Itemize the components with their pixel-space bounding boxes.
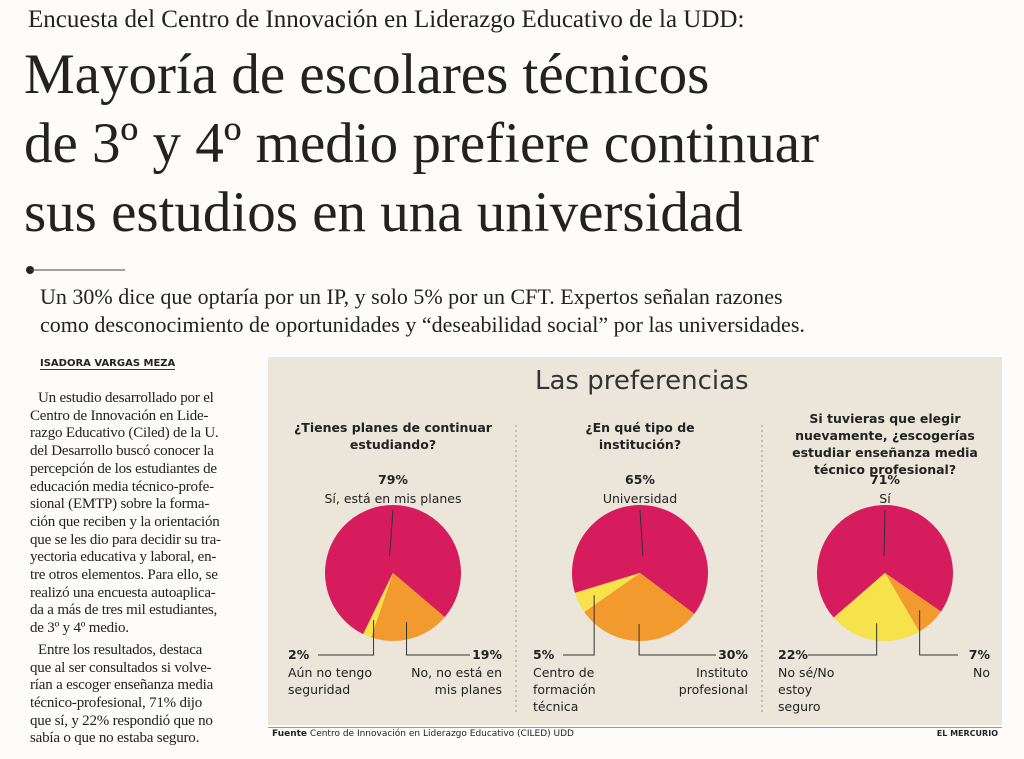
pie-slice: [833, 573, 920, 642]
headline: sus estudios en una universidad: [24, 181, 743, 244]
leader: [919, 610, 958, 656]
leader: [389, 509, 394, 557]
body-text: educación media técnico-profe-: [30, 478, 214, 495]
leader: [318, 620, 375, 656]
pie-slice: [584, 573, 695, 641]
body-text: técnico-profesional, 71% dijo: [30, 694, 203, 711]
value-label: 71%: [870, 472, 900, 487]
headline: de 3º y 4º medio prefiere continuar: [24, 112, 820, 175]
body-text: da a más de tres mil estudiantes,: [30, 602, 218, 619]
body-text: que al ser consultados si volve-: [30, 659, 212, 676]
pie-slice: [885, 573, 941, 632]
body-text: realizó una encuesta autoaplica-: [30, 584, 216, 601]
value-label: 2%: [288, 647, 310, 662]
value-label: 65%: [625, 472, 655, 487]
body-text: yectoria educativa y laboral, en-: [30, 549, 217, 566]
leader: [406, 622, 470, 656]
kicker: Encuesta del Centro de Innovación en Lid…: [28, 6, 745, 33]
category-label: Centro de formación técnica: [533, 665, 596, 714]
leader: [563, 595, 595, 656]
leader: [639, 509, 644, 557]
rule: [268, 727, 1002, 728]
source: Fuente Centro de Innovación en Liderazgo…: [272, 729, 574, 739]
value-label: 5%: [533, 647, 555, 662]
body-text: percepción de los estudiantes de: [30, 460, 217, 477]
pie-slice: [817, 504, 954, 618]
subtitle: como desconocimiento de oportunidades y …: [40, 312, 805, 337]
category-label: Instituto profesional: [678, 665, 748, 697]
body-text: del Desarrollo buscó conocer la: [30, 443, 214, 460]
leader: [883, 509, 886, 557]
chart-subtitle: Si tuvieras que elegir nuevamente, ¿esco…: [792, 411, 978, 477]
body-text: sional (EMTP) sobre la forma-: [30, 496, 210, 513]
category-label: No, no está en mis planes: [411, 665, 502, 697]
value-label: 22%: [778, 647, 808, 662]
body-text: sabía o que no estaba seguro.: [30, 730, 200, 747]
category-label: Aún no tengo seguridad: [288, 665, 373, 697]
body-text: razgo Educativo (Ciled) de la U.: [30, 425, 219, 442]
pie-slice: [574, 573, 640, 613]
category-label: No: [973, 665, 990, 680]
body-text: Un estudio desarrollado por el: [38, 390, 214, 406]
category-label: Sí: [879, 491, 891, 506]
chart-subtitle: ¿En qué tipo de institución?: [585, 420, 695, 452]
body-text: rían a escoger enseñanza media: [30, 677, 214, 694]
value-label: 30%: [718, 647, 748, 662]
value-label: 19%: [472, 647, 502, 662]
category-label: Sí, está en mis planes: [324, 491, 462, 506]
category-label: No sé/No estoy seguro: [778, 665, 835, 714]
value-label: 79%: [378, 472, 408, 487]
body-text: ción que reciben y la orientación: [30, 513, 220, 530]
body-text: tre otros elementos. Para ello, se: [30, 567, 218, 583]
chart-title: Las preferencias: [535, 366, 749, 396]
rule: [26, 266, 125, 274]
pie-slice: [325, 505, 461, 635]
leader: [808, 623, 878, 656]
chart-subtitle: ¿Tienes planes de continuar estudiando?: [294, 420, 492, 452]
source-label: Fuente: [272, 729, 308, 739]
body-text: Centro de Innovación en Lide-: [30, 407, 209, 424]
pie-slice: [571, 504, 708, 614]
body-text: que sí, y 22% respondió que no: [30, 712, 213, 729]
pie-slice: [371, 573, 445, 641]
category-label: Universidad: [602, 491, 678, 506]
subtitle: Un 30% dice que optaría por un IP, y sol…: [40, 284, 783, 309]
body-text: de 3º y 4º medio.: [30, 620, 129, 637]
value-label: 7%: [968, 647, 990, 662]
headline: Mayoría de escolares técnicos: [24, 43, 710, 106]
pie-slice: [363, 573, 393, 638]
body-text: Entre los resultados, destaca: [38, 641, 203, 658]
body-text: que se les dio para decidir su tra-: [30, 531, 221, 548]
byline: ISADORA VARGAS MEZA: [40, 358, 176, 370]
leader: [638, 623, 716, 656]
source-text: Centro de Innovación en Liderazgo Educat…: [309, 729, 574, 739]
credit: EL MERCURIO: [936, 729, 998, 738]
